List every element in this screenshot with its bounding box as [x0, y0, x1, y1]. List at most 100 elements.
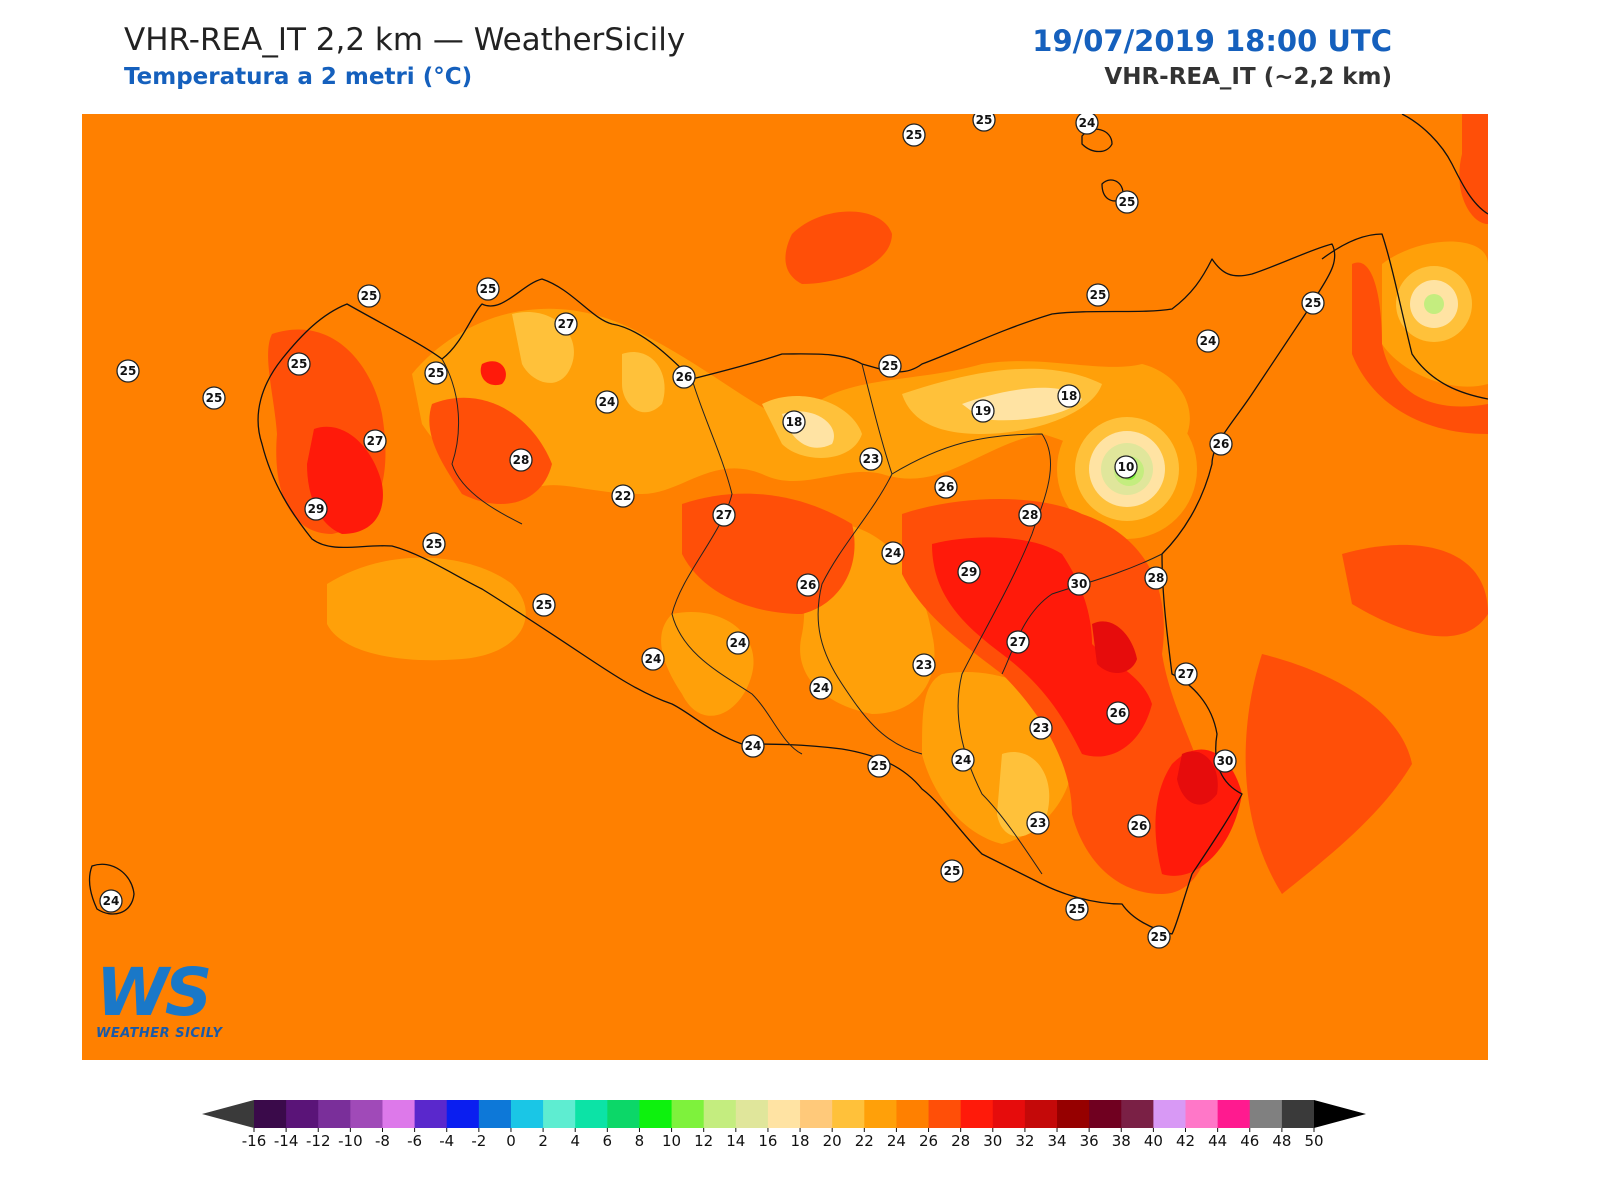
station-value: 25	[428, 366, 445, 380]
colorbar-tick-label: 38	[1112, 1132, 1131, 1150]
station-value: 25	[882, 359, 899, 373]
colorbar-swatch	[446, 1100, 480, 1128]
station-value: 28	[1148, 571, 1165, 585]
station-circle	[940, 859, 964, 883]
station-circle	[782, 410, 806, 434]
colorbar-swatch	[703, 1100, 737, 1128]
station-circle	[957, 560, 981, 584]
colorbar-swatch	[928, 1100, 962, 1128]
station-value: 27	[1010, 635, 1027, 649]
station-marker: 10	[1114, 455, 1138, 479]
station-value: 25	[1069, 902, 1086, 916]
station-marker: 23	[1029, 716, 1053, 740]
colorbar-tick-label: -8	[375, 1132, 390, 1150]
station-value: 27	[367, 434, 384, 448]
colorbar-swatch	[896, 1100, 930, 1128]
map-subtitle: Temperatura a 2 metri (°C)	[124, 64, 473, 90]
station-value: 25	[426, 537, 443, 551]
colorbar-tick-label: 30	[983, 1132, 1002, 1150]
station-circle	[934, 475, 958, 499]
station-value: 30	[1217, 754, 1234, 768]
station-value: 19	[975, 404, 992, 418]
colorbar-tick-label: 20	[823, 1132, 842, 1150]
station-marker: 24	[641, 647, 665, 671]
station-circle	[304, 497, 328, 521]
station-marker: 18	[782, 410, 806, 434]
station-circle	[1086, 283, 1110, 307]
logo-letters: WS	[96, 954, 212, 1031]
station-marker: 25	[287, 352, 311, 376]
colorbar-swatch	[767, 1100, 801, 1128]
colorbar-swatches	[202, 1100, 1366, 1128]
colorbar-swatch	[254, 1100, 287, 1128]
colorbar-swatch	[1249, 1100, 1283, 1128]
station-marker: 23	[912, 653, 936, 677]
station-circle	[1144, 566, 1168, 590]
station-marker: 25	[1086, 283, 1110, 307]
station-circle	[1301, 291, 1325, 315]
station-value: 28	[513, 453, 530, 467]
colorbar-tick-label: -12	[306, 1132, 331, 1150]
station-circle	[357, 284, 381, 308]
station-value: 24	[1079, 116, 1096, 130]
station-marker: 25	[357, 284, 381, 308]
colorbar-tick-label: 28	[951, 1132, 970, 1150]
station-circle	[1114, 455, 1138, 479]
colorbar-swatch	[1153, 1100, 1187, 1128]
station-marker: 24	[1196, 329, 1220, 353]
station-value: 26	[938, 480, 955, 494]
station-circle	[881, 541, 905, 565]
station-circle	[476, 277, 500, 301]
station-marker: 24	[809, 676, 833, 700]
colorbar-tick-label: 34	[1047, 1132, 1066, 1150]
station-marker: 24	[99, 889, 123, 913]
station-value: 25	[361, 289, 378, 303]
station-marker: 29	[304, 497, 328, 521]
station-circle	[1127, 814, 1151, 838]
colorbar-swatch	[1217, 1100, 1251, 1128]
colorbar-swatch	[1024, 1100, 1058, 1128]
station-marker: 25	[116, 359, 140, 383]
station-marker: 25	[422, 532, 446, 556]
station-marker: 26	[796, 573, 820, 597]
colorbar-tick-label: 12	[694, 1132, 713, 1150]
station-marker: 28	[1018, 503, 1042, 527]
colorbar-swatch	[510, 1100, 544, 1128]
station-circle	[1067, 572, 1091, 596]
logo-caption: WEATHER SICILY	[96, 1026, 223, 1041]
colorbar-tick-label: 46	[1240, 1132, 1259, 1150]
station-marker: 26	[1106, 701, 1130, 725]
station-value: 18	[786, 415, 803, 429]
colorbar-tick-label: 14	[726, 1132, 745, 1150]
colorbar-tick-label: -4	[439, 1132, 454, 1150]
station-circle	[532, 593, 556, 617]
station-marker: 25	[202, 386, 226, 410]
station-value: 22	[615, 489, 632, 503]
coastlines	[88, 114, 1488, 935]
station-circle	[672, 365, 696, 389]
station-value: 25	[536, 598, 553, 612]
colorbar-tick-label: -10	[338, 1132, 363, 1150]
station-value: 29	[961, 565, 978, 579]
station-circle	[202, 386, 226, 410]
colorbar-swatch	[1121, 1100, 1154, 1128]
station-marker: 23	[859, 447, 883, 471]
colorbar-tick-label: 40	[1144, 1132, 1163, 1150]
station-circle	[1213, 749, 1237, 773]
station-circle	[726, 631, 750, 655]
station-marker: 24	[1075, 114, 1099, 135]
station-marker: 18	[1057, 384, 1081, 408]
station-marker: 25	[902, 123, 926, 147]
station-marker: 25	[1147, 925, 1171, 949]
colorbar: -16 -14 -12 -10 -8 -6 -4 -2 0 2 4 6 8 10 12 14 16 18 20 22 2…	[202, 1100, 1366, 1150]
colorbar-tick-label: 50	[1304, 1132, 1323, 1150]
station-value: 25	[976, 114, 993, 127]
colorbar-tick-label: 4	[570, 1132, 580, 1150]
colorbar-swatch	[1281, 1100, 1315, 1128]
station-circle	[902, 123, 926, 147]
station-value: 24	[745, 739, 762, 753]
station-circle	[554, 312, 578, 336]
colorbar-tick-label: 18	[791, 1132, 810, 1150]
station-circle	[287, 352, 311, 376]
station-value: 23	[1030, 816, 1047, 830]
